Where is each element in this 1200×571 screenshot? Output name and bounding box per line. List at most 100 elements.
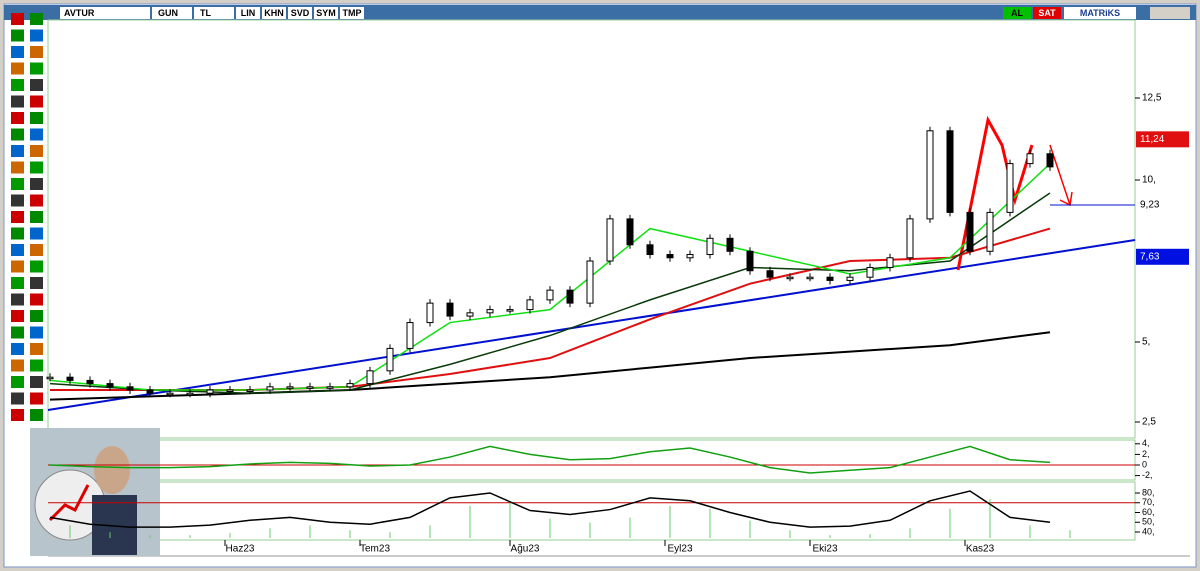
toolbar-button[interactable] bbox=[340, 7, 364, 19]
candle bbox=[466, 312, 474, 317]
tool-icon[interactable] bbox=[11, 310, 24, 322]
candle bbox=[866, 266, 874, 278]
tool-icon[interactable] bbox=[11, 293, 24, 306]
tool-icon[interactable] bbox=[30, 260, 43, 273]
currency-box[interactable] bbox=[194, 7, 234, 19]
period-box[interactable] bbox=[152, 7, 192, 19]
tool-icon[interactable] bbox=[30, 244, 43, 256]
tool-icon[interactable] bbox=[11, 161, 24, 174]
tool-icon[interactable] bbox=[30, 62, 43, 75]
period[interactable]: GUN bbox=[158, 8, 178, 18]
tool-icon[interactable] bbox=[30, 326, 43, 339]
tool-icon[interactable] bbox=[11, 260, 24, 273]
drawn-pattern bbox=[956, 115, 1034, 271]
buy-button[interactable] bbox=[1003, 7, 1031, 19]
currency[interactable]: TL bbox=[200, 8, 211, 18]
tool-icon[interactable] bbox=[30, 293, 43, 306]
tool-icon[interactable] bbox=[11, 178, 24, 190]
buy[interactable]: AL bbox=[1011, 8, 1023, 18]
tool-icon[interactable] bbox=[30, 46, 43, 58]
candle bbox=[886, 257, 894, 268]
tool-icon[interactable] bbox=[11, 211, 24, 223]
tool-icon[interactable] bbox=[11, 409, 24, 421]
tool-icon[interactable] bbox=[11, 277, 24, 289]
tool-icon[interactable] bbox=[11, 13, 24, 25]
brand-box bbox=[1064, 7, 1136, 19]
window-controls[interactable] bbox=[1150, 7, 1190, 19]
rsi-tick-label: 60, bbox=[1142, 507, 1155, 517]
tool-icon[interactable] bbox=[30, 211, 43, 223]
rsi-tick-label: 70, bbox=[1142, 497, 1155, 507]
tool-icon[interactable] bbox=[11, 359, 24, 372]
x-tick-label: Eyl23 bbox=[667, 544, 692, 555]
toolbar-button[interactable] bbox=[288, 7, 312, 19]
tool-icon[interactable] bbox=[30, 13, 43, 25]
tool-icon[interactable] bbox=[30, 161, 43, 174]
macd-tick-label: 0 bbox=[1142, 459, 1147, 469]
tool-icon[interactable] bbox=[30, 343, 43, 355]
tool-icon[interactable] bbox=[11, 227, 24, 240]
candle bbox=[766, 270, 774, 278]
tool-icon[interactable] bbox=[11, 79, 24, 91]
tool-icon[interactable] bbox=[30, 145, 43, 157]
x-tick-label: Kas23 bbox=[966, 544, 995, 555]
tool-icon[interactable] bbox=[30, 79, 43, 91]
tool-icon[interactable] bbox=[30, 227, 43, 240]
tool-icon[interactable] bbox=[30, 359, 43, 372]
candle bbox=[806, 276, 814, 280]
candle bbox=[726, 237, 734, 252]
macd-tick-label: 4, bbox=[1142, 438, 1150, 448]
tool-icon[interactable] bbox=[30, 376, 43, 388]
tool-icon[interactable] bbox=[11, 95, 24, 108]
candle bbox=[666, 254, 674, 259]
price-tag-label: 7,63 bbox=[1140, 251, 1160, 262]
tool-icon[interactable] bbox=[30, 277, 43, 289]
toolbar-button[interactable] bbox=[236, 7, 260, 19]
tool-icon[interactable] bbox=[30, 112, 43, 124]
tool-icon[interactable] bbox=[30, 178, 43, 190]
tool-icon[interactable] bbox=[11, 29, 24, 42]
tool-icon[interactable] bbox=[11, 145, 24, 157]
candle bbox=[1006, 163, 1014, 213]
candle bbox=[906, 218, 914, 259]
tool-icon[interactable] bbox=[30, 310, 43, 322]
toolbar-button[interactable] bbox=[262, 7, 286, 19]
price-tag bbox=[1136, 196, 1189, 213]
tool-icon[interactable] bbox=[30, 128, 43, 141]
tool-icon[interactable] bbox=[11, 343, 24, 355]
sell[interactable]: SAT bbox=[1038, 8, 1056, 18]
candle bbox=[446, 302, 454, 317]
tool-icon[interactable] bbox=[11, 194, 24, 207]
candle bbox=[146, 389, 154, 394]
rsi-tick-label: 50, bbox=[1142, 517, 1155, 527]
tool-icon[interactable] bbox=[11, 128, 24, 141]
candle bbox=[226, 389, 234, 392]
tool-icon[interactable] bbox=[11, 376, 24, 388]
tool-icon[interactable] bbox=[11, 326, 24, 339]
tool-icon[interactable] bbox=[11, 46, 24, 58]
x-tick-label: Eki23 bbox=[812, 544, 837, 555]
tool-icon[interactable] bbox=[11, 244, 24, 256]
brand: MATRiKS bbox=[1080, 8, 1120, 18]
tool-icon[interactable] bbox=[30, 409, 43, 421]
y-tick-label: 2,5 bbox=[1142, 417, 1156, 428]
sell-button[interactable] bbox=[1033, 7, 1061, 19]
tool-icon[interactable] bbox=[11, 392, 24, 405]
candle bbox=[786, 276, 794, 280]
candle bbox=[926, 130, 934, 220]
avatar-face bbox=[94, 446, 130, 494]
x-tick-label: Haz23 bbox=[226, 544, 255, 555]
candle bbox=[946, 130, 954, 213]
tool-icon[interactable] bbox=[30, 29, 43, 42]
rsi-panel bbox=[47, 481, 1136, 541]
toolbar-button[interactable] bbox=[314, 7, 338, 19]
tool-icon[interactable] bbox=[30, 392, 43, 405]
candle bbox=[366, 370, 374, 385]
candle bbox=[686, 254, 694, 259]
tool-icon[interactable] bbox=[30, 194, 43, 207]
symbol[interactable]: AVTUR bbox=[64, 8, 95, 18]
tool-icon[interactable] bbox=[30, 95, 43, 108]
tool-icon[interactable] bbox=[11, 112, 24, 124]
symbol-box[interactable] bbox=[60, 7, 150, 19]
tool-icon[interactable] bbox=[11, 62, 24, 75]
